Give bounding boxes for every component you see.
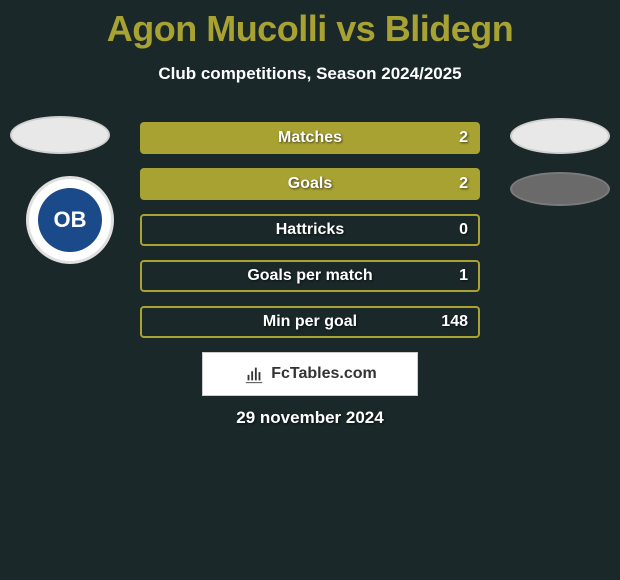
brand-text: FcTables.com xyxy=(271,365,377,383)
player-badge-right-bottom xyxy=(510,172,610,206)
stat-label: Goals xyxy=(288,175,332,193)
stat-label: Matches xyxy=(278,129,342,147)
club-badge: OB xyxy=(26,176,114,264)
date-text: 29 november 2024 xyxy=(0,408,620,428)
page-title: Agon Mucolli vs Blidegn xyxy=(0,0,620,50)
brand-box: FcTables.com xyxy=(202,352,418,396)
stat-row-min-per-goal: Min per goal 148 xyxy=(140,306,480,338)
stat-label: Goals per match xyxy=(247,267,372,285)
stat-row-hattricks: Hattricks 0 xyxy=(140,214,480,246)
stat-value: 2 xyxy=(459,129,468,147)
stat-value: 2 xyxy=(459,175,468,193)
player-badge-right-top xyxy=(510,118,610,154)
page-subtitle: Club competitions, Season 2024/2025 xyxy=(0,64,620,84)
stat-label: Hattricks xyxy=(276,221,344,239)
club-badge-text: OB xyxy=(38,188,102,252)
player-badge-left xyxy=(10,116,110,154)
bar-chart-icon xyxy=(243,363,265,385)
stat-value: 148 xyxy=(441,313,468,331)
stat-label: Min per goal xyxy=(263,313,357,331)
stat-row-goals-per-match: Goals per match 1 xyxy=(140,260,480,292)
stat-bars-container: Matches 2 Goals 2 Hattricks 0 Goals per … xyxy=(140,122,480,352)
stat-row-goals: Goals 2 xyxy=(140,168,480,200)
stat-row-matches: Matches 2 xyxy=(140,122,480,154)
stat-value: 0 xyxy=(459,221,468,239)
stat-value: 1 xyxy=(459,267,468,285)
